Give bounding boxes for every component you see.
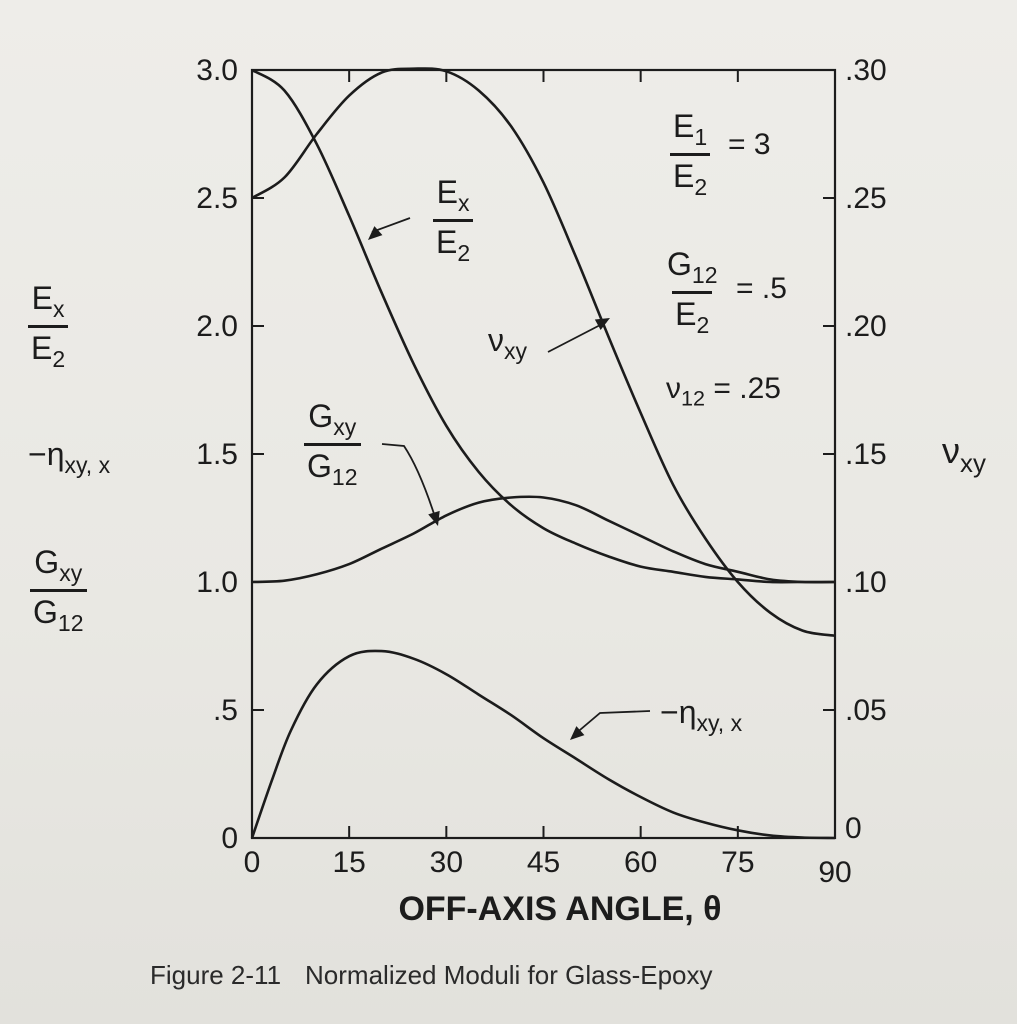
x-tick-label: 15 — [332, 846, 365, 879]
arrow-gxy-g12 — [381, 443, 437, 521]
annotation-gxy-g12: Gxy G12 — [304, 400, 361, 489]
property-g12-e2-value: = .5 — [736, 272, 787, 305]
left-axis-label-ex-e2: Ex E2 — [28, 282, 69, 371]
y-right-tick-label: .25 — [845, 182, 887, 215]
y-left-tick-label: 2.0 — [196, 310, 238, 343]
y-left-tick-label: 1.5 — [196, 438, 238, 471]
y-right-tick-label: .10 — [845, 566, 887, 599]
property-e1-e2-fraction: E1 E2 — [670, 110, 711, 199]
tick-labels-layer: 0 15 30 45 60 75 90 0 .5 1.0 1.5 2.0 2.5 3.0 0 .05 .10 .1… — [196, 54, 886, 889]
series-layer — [250, 67, 836, 840]
arrow-nu-xy — [547, 321, 607, 353]
y-left-tick-label: 2.5 — [196, 182, 238, 215]
y-left-tick-label: 1.0 — [196, 566, 238, 599]
series-line-ex-e2 — [251, 68, 835, 584]
figure-title: Normalized Moduli for Glass-Epoxy — [305, 960, 713, 990]
y-left-tick-label: 3.0 — [196, 54, 238, 87]
series-line-eta — [250, 649, 836, 840]
y-right-tick-label: .30 — [845, 54, 887, 87]
arrow-gxy-g12-head — [428, 510, 440, 526]
right-axis-label-nu-xy: νxy — [942, 430, 986, 479]
x-tick-label: 90 — [818, 856, 851, 889]
arrow-eta — [573, 710, 651, 736]
x-tick-label: 60 — [624, 846, 657, 879]
left-axis-label-gxy-g12: Gxy G12 — [30, 546, 87, 635]
y-right-tick-label: 0 — [845, 812, 862, 845]
x-tick-label: 30 — [430, 846, 463, 879]
arrow-eta-head — [570, 726, 585, 740]
figure-caption: Figure 2-11 Normalized Moduli for Glass-E… — [150, 960, 713, 991]
property-nu12: ν12 = .25 — [666, 372, 781, 411]
x-tick-label: 0 — [244, 846, 261, 879]
y-left-tick-label: .5 — [213, 694, 238, 727]
property-g12-e2-fraction: G12 E2 — [667, 246, 718, 339]
left-axis-label-eta: −ηxy, x — [28, 436, 111, 479]
arrow-ex-e2-head — [368, 226, 383, 240]
property-e1-e2-value: = 3 — [728, 128, 771, 161]
x-axis-label: OFF-AXIS ANGLE, θ — [398, 890, 721, 928]
series-line-nu-xy — [251, 67, 836, 638]
annotation-eta: −ηxy, x — [660, 694, 743, 737]
annotation-ex-e2: Ex E2 — [433, 176, 474, 265]
x-tick-label: 75 — [721, 846, 754, 879]
annotation-nu-xy: νxy — [488, 322, 528, 365]
arrow-nu-xy-head — [594, 318, 610, 331]
y-right-tick-label: .05 — [845, 694, 887, 727]
arrow-ex-e2 — [371, 217, 411, 233]
series-line-gxy-g12 — [251, 495, 836, 584]
y-left-tick-label: 0 — [221, 822, 238, 855]
arrows-layer — [368, 217, 651, 740]
y-right-tick-label: .15 — [845, 438, 887, 471]
figure-number: Figure 2-11 — [150, 960, 282, 990]
x-tick-label: 45 — [527, 846, 560, 879]
y-right-tick-label: .20 — [845, 310, 887, 343]
